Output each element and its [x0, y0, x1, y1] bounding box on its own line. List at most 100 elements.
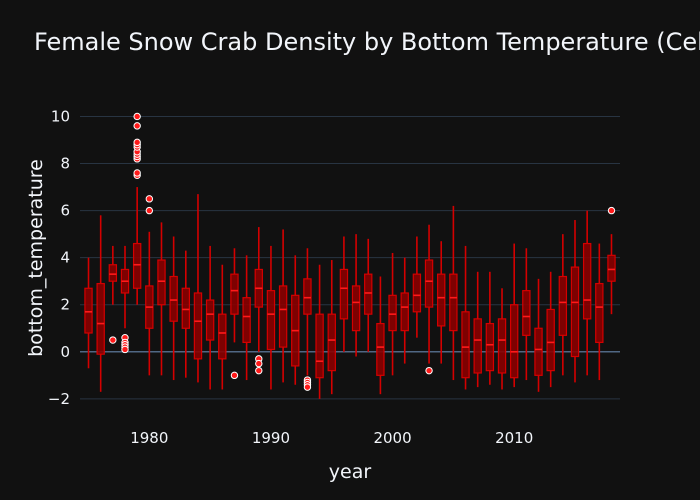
box-1988	[242, 255, 251, 381]
box-1991	[278, 229, 288, 383]
y-axis-title: bottom_temperature	[25, 159, 47, 357]
y-tick-label: 4	[60, 249, 70, 267]
iqr-box	[437, 273, 446, 327]
iqr-box	[364, 273, 373, 315]
iqr-box	[534, 327, 543, 376]
box-1980	[145, 195, 154, 376]
iqr-box	[205, 299, 215, 341]
box-1993	[303, 248, 312, 391]
box-1994	[315, 264, 324, 399]
box-2018	[607, 206, 616, 315]
outlier-point	[255, 359, 263, 368]
x-tick-label: 1990	[252, 429, 290, 447]
x-tick-label: 2000	[373, 429, 411, 447]
y-tick-label: 10	[51, 107, 70, 125]
box-1979	[132, 112, 142, 305]
outlier-point	[133, 169, 141, 177]
y-tick-label: 2	[60, 296, 70, 314]
iqr-box	[595, 282, 604, 343]
outlier-point	[109, 336, 117, 344]
box-1984	[193, 194, 203, 383]
iqr-box	[485, 322, 495, 372]
box-1987	[230, 248, 239, 380]
iqr-box	[522, 290, 531, 336]
iqr-box	[376, 322, 385, 376]
outlier-point	[607, 206, 616, 215]
iqr-box	[412, 273, 422, 313]
outlier-point	[303, 383, 312, 391]
box-1989	[254, 227, 263, 375]
box-2008	[485, 271, 495, 385]
box-1992	[291, 255, 300, 385]
box-1998	[364, 238, 373, 352]
y-tick-label: 0	[60, 343, 70, 361]
box-2001	[400, 257, 409, 364]
box-2003	[424, 224, 434, 375]
box-2004	[437, 241, 446, 364]
x-axis-title: year	[329, 461, 372, 483]
iqr-box	[230, 273, 239, 315]
iqr-box	[582, 242, 592, 320]
box-1977	[108, 245, 118, 344]
box-2010	[509, 243, 519, 388]
iqr-box	[400, 292, 409, 332]
box-1986	[218, 264, 227, 390]
iqr-box	[193, 292, 203, 360]
box-2012	[534, 278, 543, 392]
box-1976	[96, 215, 105, 392]
iqr-box	[546, 308, 555, 372]
y-tick-label: −2	[48, 390, 70, 408]
box-2000	[388, 252, 397, 376]
iqr-box	[315, 313, 324, 379]
box-series	[84, 112, 616, 399]
box-2017	[595, 243, 604, 381]
chart-title: Female Snow Crab Density by Bottom Tempe…	[34, 28, 700, 56]
iqr-box	[558, 275, 568, 336]
outlier-point	[133, 138, 141, 147]
iqr-box	[242, 297, 251, 343]
y-tick-label: 8	[60, 155, 70, 173]
iqr-box	[461, 311, 470, 379]
iqr-box	[339, 268, 349, 320]
outlier-point	[145, 195, 154, 203]
box-2005	[449, 205, 458, 381]
outlier-point	[255, 366, 263, 375]
box-1997	[351, 234, 361, 357]
box-1996	[339, 236, 349, 352]
x-axis-ticks: 1980 1990 2000 2010	[130, 429, 533, 447]
iqr-box	[497, 318, 507, 374]
x-tick-label: 2010	[495, 429, 533, 447]
box-2011	[522, 248, 531, 381]
iqr-box	[351, 285, 361, 332]
outlier-point	[133, 122, 141, 130]
box-2015	[570, 220, 580, 383]
iqr-box	[84, 287, 93, 334]
box-2009	[497, 288, 507, 390]
iqr-box	[181, 287, 191, 329]
iqr-box	[157, 259, 166, 306]
iqr-box	[570, 266, 580, 358]
outlier-point	[133, 112, 141, 121]
iqr-box	[424, 259, 434, 308]
iqr-box	[108, 264, 118, 282]
outlier-point	[230, 371, 239, 380]
y-axis-ticks: −2 0 2 4 6 8 10	[48, 107, 70, 407]
iqr-box	[473, 318, 482, 374]
iqr-box	[449, 273, 458, 332]
box-1999	[376, 276, 385, 395]
box-2006	[461, 245, 470, 390]
box-1975	[84, 257, 93, 369]
iqr-box	[218, 313, 227, 360]
outlier-point	[121, 345, 129, 354]
y-tick-label: 6	[60, 202, 70, 220]
iqr-box	[327, 313, 336, 372]
iqr-box	[96, 282, 105, 355]
iqr-box	[266, 290, 276, 351]
box-1990	[266, 245, 276, 390]
iqr-box	[278, 285, 288, 348]
iqr-box	[388, 294, 397, 332]
iqr-box	[509, 304, 519, 379]
box-2007	[473, 271, 482, 388]
box-1982	[169, 236, 178, 381]
